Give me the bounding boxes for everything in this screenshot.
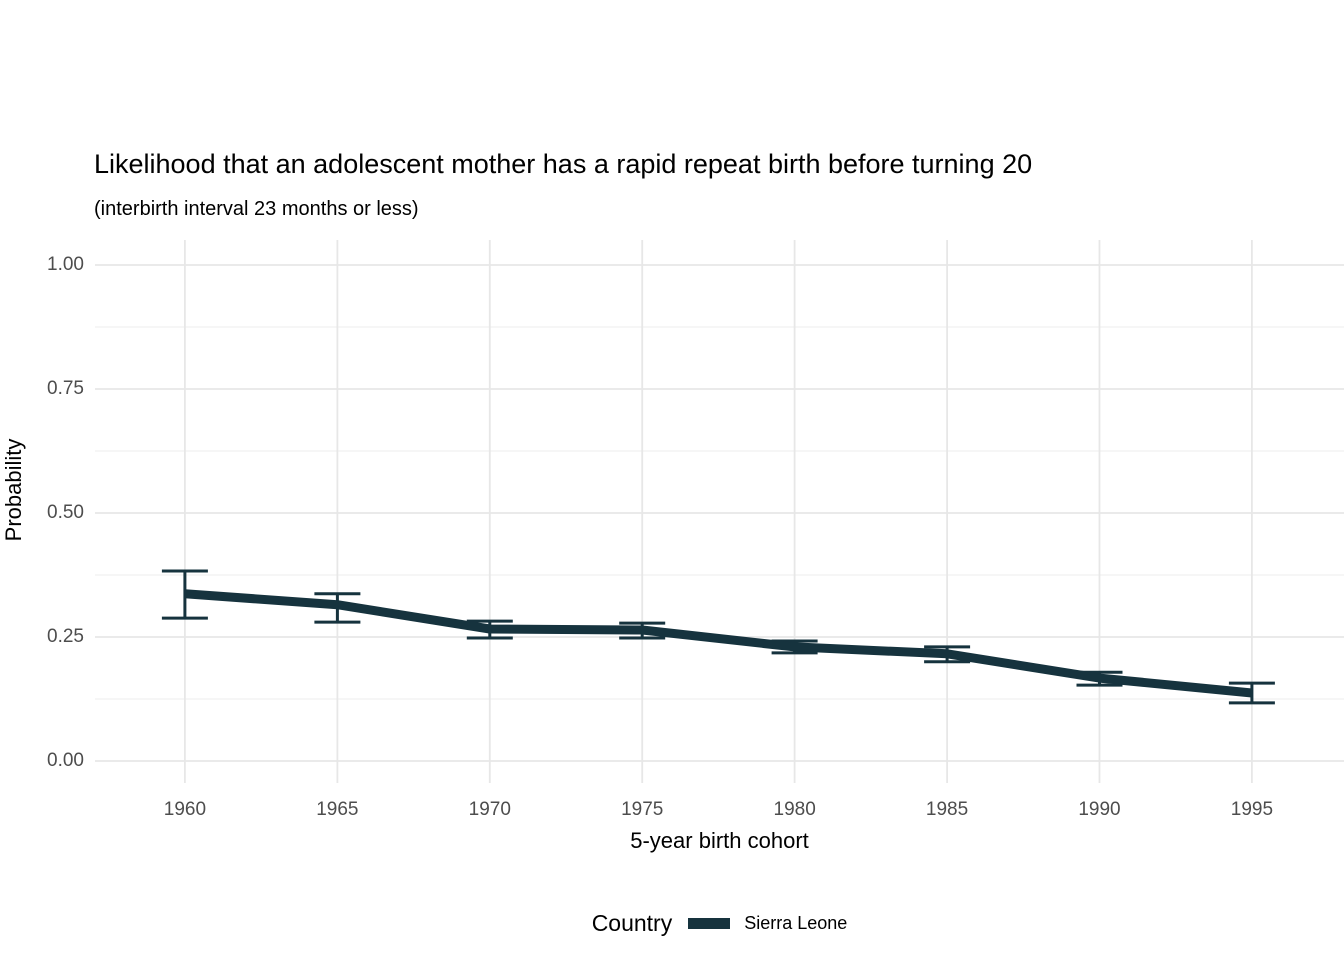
legend-title: Country [591, 909, 673, 936]
y-tick-label: 0.25 [47, 625, 84, 647]
x-tick-label: 1980 [773, 799, 816, 820]
x-tick-label: 1995 [1230, 799, 1274, 820]
y-tick-label: 0.75 [47, 377, 84, 399]
y-axis-title: Probability [1, 438, 26, 542]
legend: Country Sierra Leone [95, 906, 1344, 940]
x-axis-title: 5-year birth cohort [630, 828, 809, 853]
y-tick-label: 0.50 [47, 501, 84, 523]
chart-title: Likelihood that an adolescent mother has… [94, 149, 1033, 179]
y-tick-label: 1.00 [47, 253, 84, 275]
plot-area [95, 240, 1344, 783]
x-tick-label: 1965 [316, 799, 359, 820]
y-tick-label: 0.00 [47, 749, 84, 771]
x-tick-label: 1990 [1078, 799, 1121, 820]
legend-line-swatch [688, 917, 731, 929]
x-tick-label: 1970 [468, 799, 511, 820]
chart-subtitle: (interbirth interval 23 months or less) [94, 198, 419, 220]
x-tick-label: 1960 [163, 799, 207, 820]
legend-item-label: Sierra Leone [744, 912, 848, 933]
x-tick-label: 1985 [925, 799, 969, 820]
x-tick-label: 1975 [621, 799, 664, 820]
